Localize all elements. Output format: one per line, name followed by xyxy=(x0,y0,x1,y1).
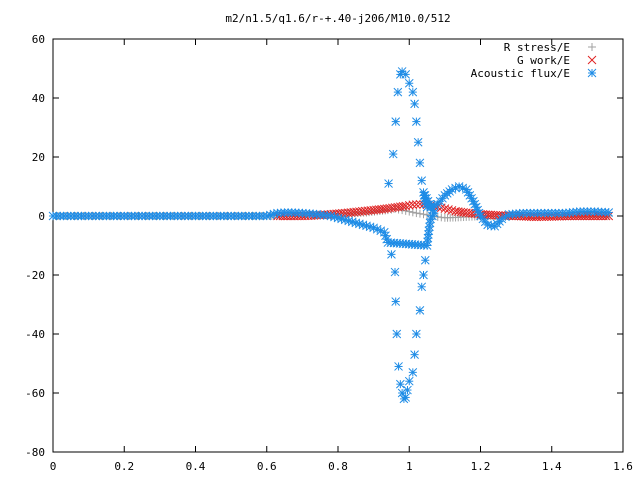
axis-ticks: 0 0.2 0.4 0.6 0.8 1 1.2 1.4 1.6 60 40 20 0 -20 -40 -60 -… xyxy=(25,33,633,473)
data-point xyxy=(604,208,614,217)
series-2 xyxy=(48,67,614,404)
legend-marker xyxy=(587,68,597,78)
y-tick-label: 60 xyxy=(32,33,45,46)
data-point xyxy=(440,204,450,213)
legend-marker xyxy=(587,55,597,65)
data-point xyxy=(413,137,423,147)
data-point xyxy=(394,362,403,371)
data-point xyxy=(388,149,398,159)
data-point xyxy=(415,306,425,315)
data-point xyxy=(403,385,412,395)
data-point xyxy=(453,207,463,217)
data-point xyxy=(391,117,401,126)
legend-marker xyxy=(588,43,596,51)
data-point xyxy=(415,158,425,168)
y-tick-label: -60 xyxy=(25,387,45,400)
x-tick-label: 0.4 xyxy=(186,460,206,473)
data-point xyxy=(390,203,400,212)
data-point xyxy=(391,297,401,306)
data-point xyxy=(415,209,424,218)
chart-title: m2/n1.5/q1.6/r-+.40-j206/M10.0/512 xyxy=(225,12,450,25)
data-point xyxy=(393,87,403,97)
data-point xyxy=(412,117,421,126)
data-point xyxy=(420,255,430,265)
data-point xyxy=(408,200,418,210)
x-tick-label: 1.2 xyxy=(471,460,491,473)
data-point xyxy=(401,70,411,79)
data-point xyxy=(404,201,414,210)
legend-label: G work/E xyxy=(517,54,570,67)
data-point xyxy=(417,176,427,185)
y-tick-label: 20 xyxy=(32,151,45,164)
x-tick-label: 1.6 xyxy=(613,460,633,473)
x-tick-label: 1 xyxy=(406,460,413,473)
y-tick-label: -20 xyxy=(25,269,45,282)
x-tick-label: 0.6 xyxy=(257,460,277,473)
legend-label: R stress/E xyxy=(504,41,570,54)
data-point xyxy=(419,270,428,280)
data-point xyxy=(419,210,428,219)
data-point xyxy=(393,202,403,212)
y-tick-label: -40 xyxy=(25,328,45,341)
y-tick-label: 0 xyxy=(38,210,45,223)
data-point xyxy=(395,379,405,389)
data-point xyxy=(379,204,389,214)
data-point xyxy=(410,99,419,109)
data-point xyxy=(390,267,400,277)
data-point xyxy=(387,249,396,259)
data-point xyxy=(451,206,460,216)
data-point xyxy=(408,367,418,377)
x-tick-label: 0.8 xyxy=(328,460,348,473)
x-tick-label: 1.4 xyxy=(542,460,562,473)
y-tick-label: -80 xyxy=(25,446,45,459)
data-point xyxy=(456,207,466,217)
data-point xyxy=(410,350,419,360)
data-point xyxy=(387,203,397,213)
data-point xyxy=(444,205,453,214)
data-point xyxy=(417,282,427,292)
data-point xyxy=(392,329,402,339)
data-point xyxy=(404,376,414,386)
data-point xyxy=(404,78,414,88)
data-point xyxy=(401,201,411,211)
data-point xyxy=(408,87,418,97)
y-tick-label: 40 xyxy=(32,92,45,105)
data-point xyxy=(384,179,393,188)
plot-frame xyxy=(52,38,624,453)
data-point xyxy=(385,203,395,213)
data-point xyxy=(395,202,405,212)
x-tick-label: 0.2 xyxy=(114,460,134,473)
data-point xyxy=(382,204,392,213)
data-point xyxy=(401,206,410,215)
data-point xyxy=(401,393,411,402)
series-layer xyxy=(48,67,614,404)
legend-label: Acoustic flux/E xyxy=(471,67,570,80)
x-tick-label: 0 xyxy=(50,460,57,473)
data-point xyxy=(412,329,421,339)
data-point xyxy=(412,209,421,218)
data-point xyxy=(412,200,421,209)
